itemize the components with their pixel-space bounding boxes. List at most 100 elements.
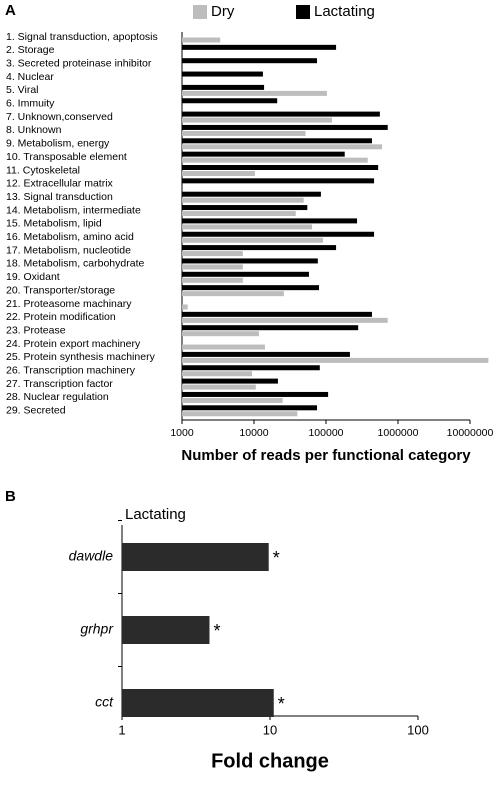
bar: [122, 543, 269, 571]
bar: [182, 365, 320, 371]
category-label: 21. Proteasome machinary: [6, 298, 132, 310]
category-label: 26. Transcription machinery: [6, 365, 136, 377]
bar: [182, 405, 318, 411]
bar: [182, 311, 372, 317]
bar: [182, 397, 283, 403]
significance-mark: *: [278, 694, 285, 714]
bar: [182, 357, 489, 363]
x-axis-title: Number of reads per functional category: [181, 447, 471, 464]
bar: [182, 251, 243, 257]
bar: [182, 371, 253, 377]
category-label: 22. Protein modification: [6, 311, 116, 323]
bar: [182, 264, 243, 270]
bar: [182, 237, 324, 243]
bar: [182, 304, 188, 310]
x-tick-label: 10000: [239, 427, 268, 439]
category-label: 6. Immuity: [6, 98, 55, 110]
bar: [182, 157, 368, 163]
bar: [182, 90, 327, 96]
bar: [182, 197, 304, 203]
category-label: 23. Protease: [6, 324, 66, 336]
bar: [182, 111, 380, 117]
legend-label: Lactating: [314, 3, 375, 20]
bar: [182, 384, 256, 390]
bar: [182, 44, 337, 50]
category-label: 12. Extracellular matrix: [6, 178, 114, 190]
bar: [182, 344, 265, 350]
bar: [182, 191, 321, 197]
bar: [182, 205, 308, 211]
legend-swatch: [193, 5, 207, 19]
category-label: 4. Nuclear: [6, 71, 54, 83]
bar: [182, 331, 259, 337]
category-label: 27. Transcription factor: [6, 378, 113, 390]
bar: [182, 84, 265, 90]
category-label: 24. Protein export machinery: [6, 338, 141, 350]
bar: [182, 317, 388, 323]
category-label: 25. Protein synthesis machinery: [6, 351, 156, 363]
category-label: 8. Unknown: [6, 124, 62, 136]
bar: [122, 689, 274, 717]
bar: [182, 351, 350, 357]
category-label: 5. Viral: [6, 84, 39, 96]
category-label: 3. Secreted proteinase inhibitor: [6, 57, 152, 69]
bar: [122, 616, 210, 644]
bar: [182, 224, 313, 230]
category-label: 13. Signal transduction: [6, 191, 113, 203]
x-tick-label: 10: [263, 722, 277, 737]
bar: [182, 178, 375, 184]
legend-label: Lactating: [125, 506, 186, 523]
category-label: 7. Unknown,conserved: [6, 111, 113, 123]
category-label: 1. Signal transduction, apoptosis: [6, 31, 158, 43]
significance-mark: *: [273, 548, 280, 568]
bar: [182, 277, 243, 283]
bar: [182, 391, 329, 397]
category-label: 11. Cytoskeletal: [6, 164, 80, 176]
panel-label: B: [5, 488, 16, 505]
category-label: 14. Metabolism, intermediate: [6, 204, 141, 216]
category-label: 9. Metabolism, energy: [6, 138, 110, 150]
x-tick-label: 10000000: [447, 427, 494, 439]
bar: [182, 291, 284, 297]
category-label: 2. Storage: [6, 44, 55, 56]
category-label: 17. Metabolism, nucleotide: [6, 244, 131, 256]
category-label: cct: [95, 694, 114, 710]
bar: [182, 71, 263, 77]
bar: [182, 411, 298, 417]
bar: [182, 211, 296, 217]
bar: [182, 271, 309, 277]
bar: [182, 325, 359, 331]
category-label: 20. Transporter/storage: [6, 284, 115, 296]
legend-label: Dry: [211, 3, 235, 20]
category-label: 19. Oxidant: [6, 271, 60, 283]
bar: [182, 165, 379, 170]
category-label: 15. Metabolism, lipid: [6, 218, 102, 230]
x-tick-label: 1: [118, 722, 125, 737]
bar: [182, 58, 318, 64]
significance-mark: *: [213, 621, 220, 641]
bar: [182, 98, 278, 104]
bar: [182, 171, 255, 176]
x-tick-label: 1000: [170, 427, 194, 439]
bar: [182, 117, 332, 123]
category-label: 10. Transposable element: [6, 151, 127, 163]
bar: [182, 231, 375, 237]
x-axis-title: Fold change: [211, 750, 329, 772]
panel-label: A: [5, 2, 16, 19]
category-label: 18. Metabolism, carbohydrate: [6, 258, 144, 270]
category-label: 16. Metabolism, amino acid: [6, 231, 134, 243]
category-label: 29. Secreted: [6, 405, 66, 417]
bar: [182, 151, 345, 157]
legend-swatch: [296, 5, 310, 19]
x-tick-label: 1000000: [378, 427, 419, 439]
bar: [182, 258, 318, 264]
bar: [182, 245, 337, 251]
bar: [182, 144, 383, 150]
bar: [182, 124, 388, 130]
category-label: dawdle: [69, 548, 114, 564]
category-label: 28. Nuclear regulation: [6, 391, 109, 403]
x-tick-label: 100: [407, 722, 429, 737]
bar: [182, 37, 221, 43]
bar: [182, 378, 278, 384]
